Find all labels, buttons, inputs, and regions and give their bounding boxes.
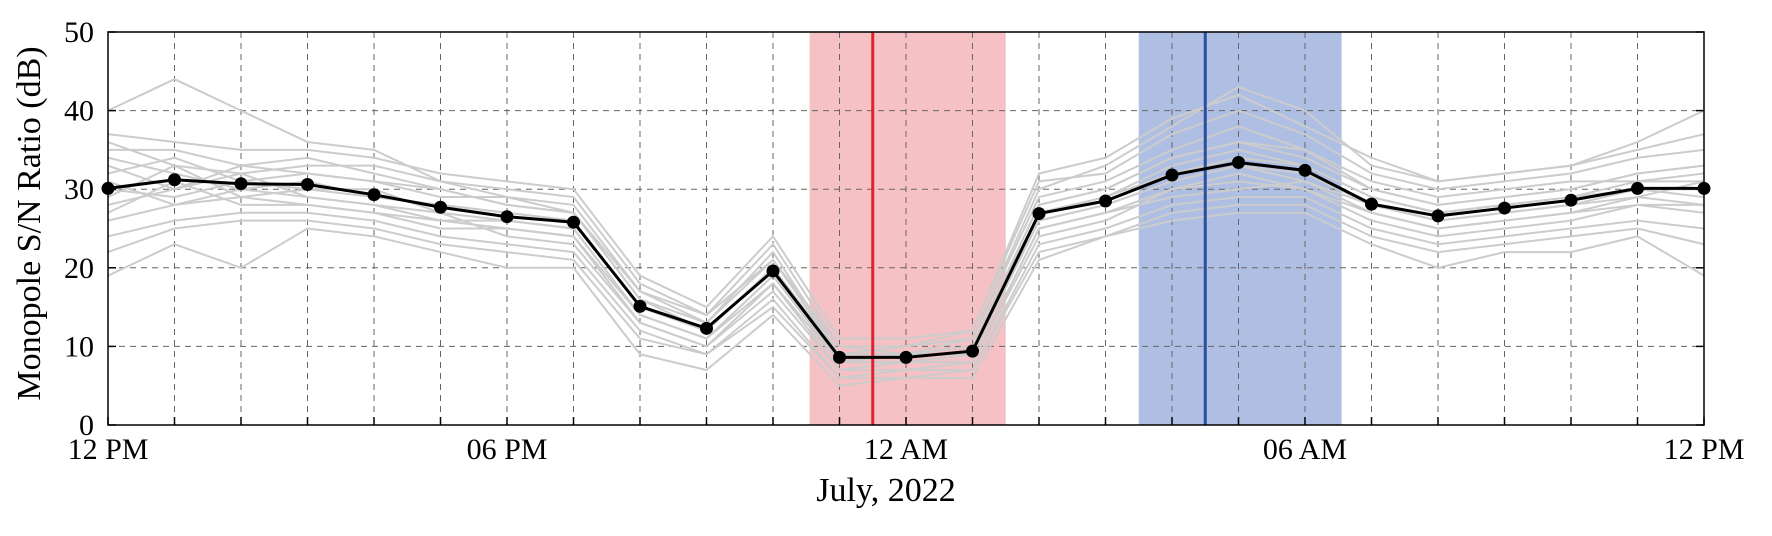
mean-series-point xyxy=(434,200,447,214)
mean-series-point xyxy=(966,344,979,358)
mean-series-point xyxy=(700,321,713,335)
shaded-region-2 xyxy=(1138,32,1342,425)
x-tick-label: 06 PM xyxy=(467,433,548,466)
mean-series-point xyxy=(367,188,381,202)
mean-series-point xyxy=(500,210,514,224)
mean-series-point xyxy=(234,177,248,191)
mean-series-point xyxy=(1099,194,1112,208)
mean-series-point xyxy=(899,350,913,364)
y-tick-label: 40 xyxy=(64,95,94,128)
background-series-line-8 xyxy=(107,196,1705,379)
x-tick-label: 12 AM xyxy=(864,433,948,466)
y-axis-label: Monopole S/N Ratio (dB) xyxy=(11,46,48,400)
y-tick-label: 30 xyxy=(64,173,94,206)
mean-series xyxy=(101,155,1711,364)
mean-series-point xyxy=(1032,207,1046,221)
mean-series-point xyxy=(833,350,846,364)
y-axis-ticks: 0 10 20 30 40 50 xyxy=(64,16,1704,442)
background-series-line-9 xyxy=(107,109,1705,348)
mean-series-point xyxy=(168,173,181,187)
mean-series-point xyxy=(301,177,314,191)
x-tick-label: 06 AM xyxy=(1263,433,1347,466)
mean-series-point xyxy=(1631,181,1644,195)
y-tick-label: 50 xyxy=(64,16,94,49)
x-tick-label: 12 PM xyxy=(1664,433,1745,466)
x-axis-label: July, 2022 xyxy=(816,472,955,509)
background-series-line-14 xyxy=(107,93,1705,340)
mean-series-point xyxy=(1431,209,1445,223)
mean-series-point xyxy=(1232,155,1245,169)
y-tick-label: 10 xyxy=(64,330,94,363)
mean-series-point xyxy=(633,299,647,313)
y-tick-label: 0 xyxy=(79,409,94,442)
region-lines xyxy=(871,32,1207,425)
y-tick-label: 20 xyxy=(64,252,94,285)
x-axis-ticks: 12 PM 06 PM 12 AM 06 AM 12 PM xyxy=(68,417,1745,466)
mean-series-point xyxy=(766,264,780,278)
mean-series-point xyxy=(567,215,580,229)
mean-series-point xyxy=(1498,201,1511,215)
mean-series-point xyxy=(1298,163,1312,177)
background-series-line-13 xyxy=(107,203,1705,379)
mean-series-point xyxy=(1365,197,1378,211)
mean-series-point xyxy=(1564,193,1578,207)
mean-series-point xyxy=(1165,168,1179,182)
x-tick-label: 12 PM xyxy=(68,433,149,466)
